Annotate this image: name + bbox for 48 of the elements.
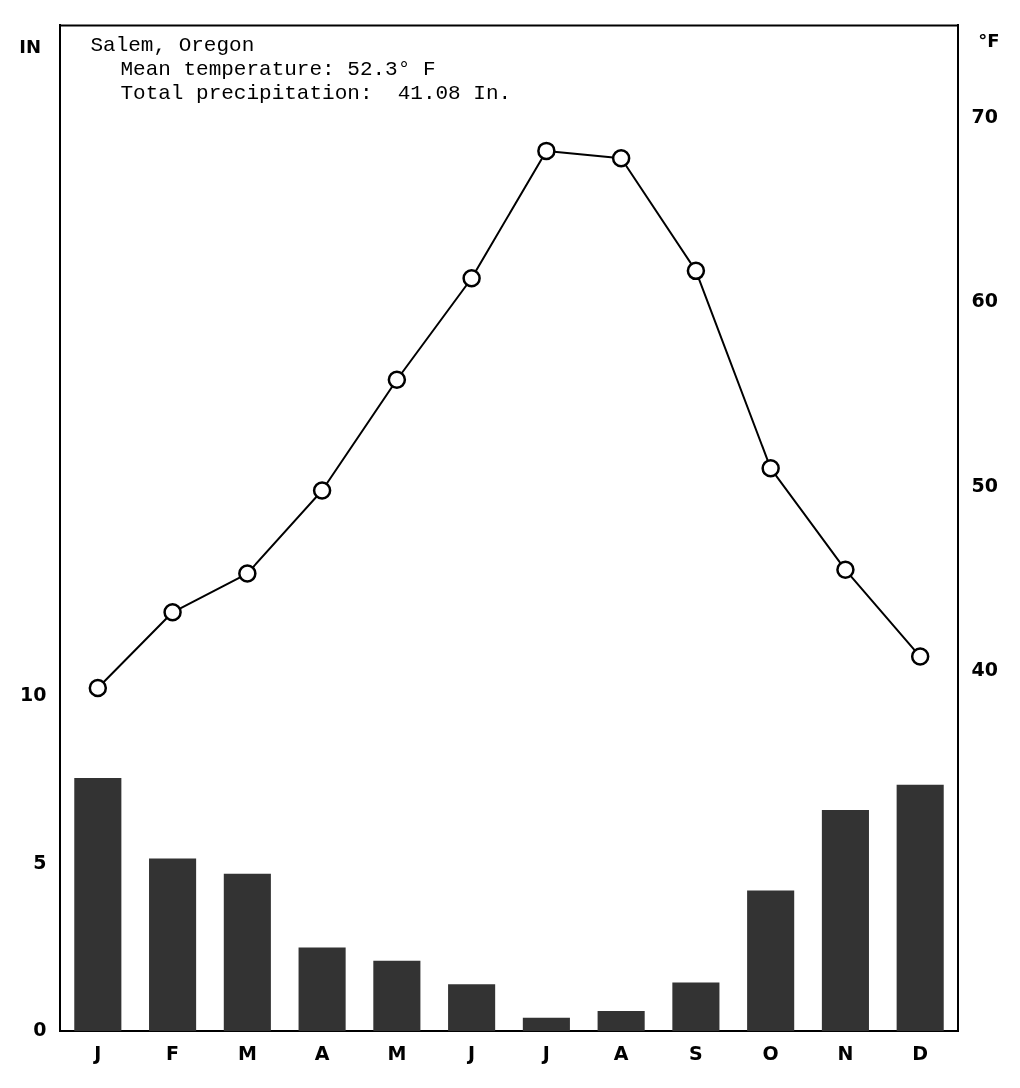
point [537,141,556,161]
y2-tick-label: 50 [971,473,999,496]
x-tick-label: M [387,1041,407,1064]
point [387,370,407,389]
x-tick-label: J [540,1041,550,1064]
bar [298,947,346,1032]
x-tick-label: F [166,1041,180,1064]
point [163,603,182,622]
point [88,678,108,698]
y-tick-label: 5 [33,850,47,873]
bar [896,784,944,1032]
x-tick-label: S [689,1041,703,1064]
x-tick-label: M [237,1041,257,1064]
point [910,647,930,666]
bar [448,984,496,1032]
y2-tick-label: 70 [971,104,999,127]
y2-tick-label: 40 [971,658,999,681]
bar [149,858,197,1032]
x-tick-label: A [314,1041,330,1064]
x-tick-label: J [92,1041,102,1064]
point [761,459,780,478]
x-tick-label: A [613,1041,629,1064]
y2-tick-label: 60 [971,289,999,312]
point [462,268,481,288]
bar [747,890,795,1032]
y-tick-label: 10 [19,682,47,705]
x-tick-label: N [837,1041,854,1064]
bar [522,1017,570,1032]
y-tick-label: 0 [33,1018,47,1041]
point [836,560,855,580]
point [312,481,332,500]
bar [223,873,271,1032]
bar [597,1011,645,1032]
x-tick-label: D [912,1041,929,1064]
y2-axis-title: °F [978,30,1000,52]
point [686,261,706,281]
annotation: Total precipitation: 41.08 In. [120,82,512,106]
point [238,564,257,583]
point [611,149,631,168]
y-axis-title: IN [19,36,42,58]
bar [373,960,421,1032]
text: Salem, Oregon [90,34,255,58]
x-tick-label: O [762,1041,779,1064]
bar [74,778,122,1032]
bar [821,809,869,1032]
x-tick-label: J [466,1041,476,1064]
bar [672,982,720,1032]
annotation: Mean temperature: 52.3° F [120,58,436,82]
